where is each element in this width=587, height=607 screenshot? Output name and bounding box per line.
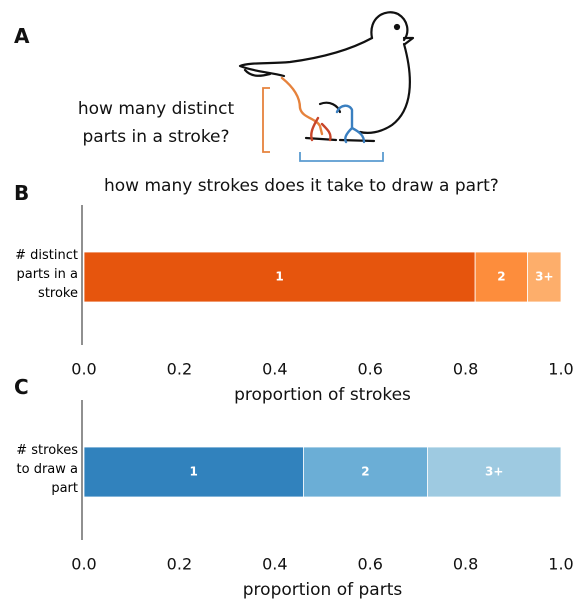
y-category-label: # strokes to draw a part [16,443,78,496]
bar-segment [474,251,529,303]
x-tick-label: 1.0 [548,360,573,379]
charts: 0.0 0.2 0.4 0.6 0.8 1.0 proportion of strokes 1… [71,205,574,600]
annotation: how many strokes does it take to draw a … [104,176,499,196]
x-axis-label: proportion of parts [243,580,403,600]
bird-belly [358,42,411,134]
bird [238,11,415,143]
bird-eye [393,23,401,31]
annotation: how many distinct parts in a stroke? [77,99,235,147]
x-tick-label: 0.0 [71,555,96,574]
bar-segment [527,251,562,303]
x-tick-label: 0.2 [167,360,192,379]
segment-label: 1 [275,270,283,284]
segment-label: 2 [497,270,505,284]
bird-beak [402,36,415,46]
blue-leg [335,104,366,144]
x-tick-label: 0.4 [262,360,287,379]
segment-label: 3+ [535,270,553,284]
y-category-label: # distinct parts in a stroke [15,248,78,301]
orange-foot [310,116,332,142]
stroke-orange [280,76,324,136]
x-tick-label: 0.6 [357,360,382,379]
panel-label: C [14,375,29,399]
orange-leg [280,76,324,136]
x-tick-label: 0.2 [167,555,192,574]
x-tick-label: 0.4 [262,555,287,574]
bar-segment [83,251,476,303]
x-tick-label: 0.0 [71,360,96,379]
segment-label: 2 [361,465,369,479]
panel-label: B [14,181,30,205]
blue-bracket [299,152,384,162]
x-tick-label: 0.8 [453,555,478,574]
x-tick-label: 1.0 [548,555,573,574]
segment-label: 3+ [485,465,503,479]
x-tick-label: 0.8 [453,360,478,379]
bird-back [238,36,374,78]
bird-tail [243,68,272,77]
orange-bracket [262,87,270,153]
x-tick-label: 0.6 [357,555,382,574]
segment-label: 1 [190,465,198,479]
x-axis-label: proportion of strokes [234,385,411,405]
panel-label: A [14,24,30,48]
bird-head [370,11,409,42]
bird-underside [318,101,342,114]
bar-segment [427,446,562,498]
